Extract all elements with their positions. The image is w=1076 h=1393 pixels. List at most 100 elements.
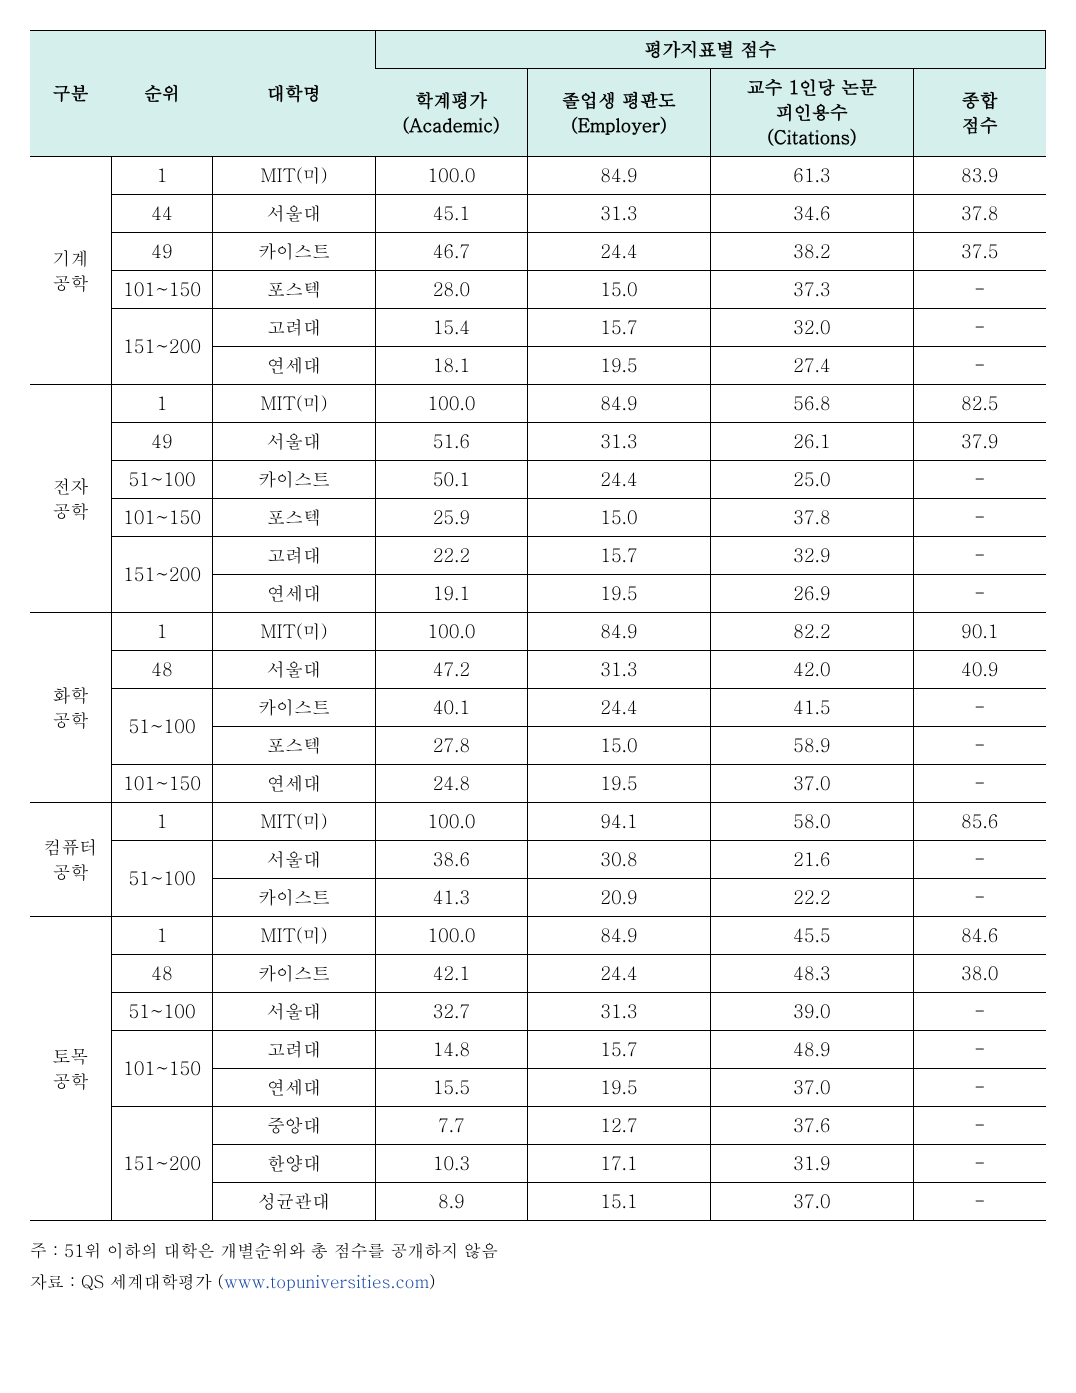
citations-cell: 21.6	[710, 841, 913, 879]
table-row: 49서울대51.631.326.137.9	[30, 423, 1046, 461]
academic-cell: 28.0	[375, 271, 527, 309]
employer-cell: 19.5	[528, 575, 711, 613]
total-cell: 37.8	[913, 195, 1045, 233]
rank-cell: 48	[111, 955, 213, 993]
employer-cell: 24.4	[528, 233, 711, 271]
category-cell: 전자공학	[30, 385, 111, 613]
academic-cell: 22.2	[375, 537, 527, 575]
header-category: 구분	[30, 31, 111, 157]
table-row: 51~100서울대32.731.339.0-	[30, 993, 1046, 1031]
academic-cell: 100.0	[375, 613, 527, 651]
university-cell: 서울대	[213, 993, 375, 1031]
university-cell: 고려대	[213, 309, 375, 347]
total-cell: -	[913, 271, 1045, 309]
employer-cell: 30.8	[528, 841, 711, 879]
academic-cell: 38.6	[375, 841, 527, 879]
citations-cell: 25.0	[710, 461, 913, 499]
table-row: 컴퓨터공학1MIT(미)100.094.158.085.6	[30, 803, 1046, 841]
header-employer: 졸업생 평판도 (Employer)	[528, 69, 711, 157]
total-cell: -	[913, 1145, 1045, 1183]
total-cell: 85.6	[913, 803, 1045, 841]
category-cell: 화학공학	[30, 613, 111, 803]
citations-cell: 45.5	[710, 917, 913, 955]
table-row: 151~200중앙대7.712.737.6-	[30, 1107, 1046, 1145]
citations-cell: 41.5	[710, 689, 913, 727]
employer-cell: 19.5	[528, 347, 711, 385]
citations-cell: 42.0	[710, 651, 913, 689]
table-row: 101~150포스텍28.015.037.3-	[30, 271, 1046, 309]
table-row: 44서울대45.131.334.637.8	[30, 195, 1046, 233]
table-row: 48서울대47.231.342.040.9	[30, 651, 1046, 689]
rank-cell: 101~150	[111, 1031, 213, 1107]
citations-cell: 27.4	[710, 347, 913, 385]
rank-cell: 51~100	[111, 689, 213, 765]
citations-cell: 26.9	[710, 575, 913, 613]
rank-cell: 101~150	[111, 765, 213, 803]
university-cell: 서울대	[213, 195, 375, 233]
total-cell: -	[913, 765, 1045, 803]
university-cell: 카이스트	[213, 689, 375, 727]
employer-cell: 15.0	[528, 271, 711, 309]
academic-cell: 18.1	[375, 347, 527, 385]
citations-cell: 37.0	[710, 1069, 913, 1107]
table-header: 구분 순위 대학명 평가지표별 점수 학계평가 (Academic) 졸업생 평…	[30, 31, 1046, 157]
total-cell: -	[913, 575, 1045, 613]
university-cell: 카이스트	[213, 233, 375, 271]
category-cell: 컴퓨터공학	[30, 803, 111, 917]
footnotes: 주 : 51위 이하의 대학은 개별순위와 총 점수를 공개하지 않음 자료 :…	[30, 1235, 1046, 1296]
rank-cell: 44	[111, 195, 213, 233]
ranking-table: 구분 순위 대학명 평가지표별 점수 학계평가 (Academic) 졸업생 평…	[30, 30, 1046, 1221]
total-cell: -	[913, 1183, 1045, 1221]
employer-cell: 84.9	[528, 157, 711, 195]
employer-cell: 19.5	[528, 1069, 711, 1107]
employer-cell: 12.7	[528, 1107, 711, 1145]
citations-cell: 37.3	[710, 271, 913, 309]
table-body: 기계공학1MIT(미)100.084.961.383.944서울대45.131.…	[30, 157, 1046, 1221]
citations-cell: 48.9	[710, 1031, 913, 1069]
citations-cell: 34.6	[710, 195, 913, 233]
university-cell: 서울대	[213, 651, 375, 689]
university-cell: 서울대	[213, 841, 375, 879]
university-cell: 카이스트	[213, 879, 375, 917]
table-row: 151~200고려대15.415.732.0-	[30, 309, 1046, 347]
citations-cell: 37.0	[710, 1183, 913, 1221]
academic-cell: 46.7	[375, 233, 527, 271]
total-cell: 37.5	[913, 233, 1045, 271]
employer-cell: 15.0	[528, 727, 711, 765]
source-link[interactable]: www.topuniversities.com	[224, 1269, 429, 1293]
university-cell: 연세대	[213, 1069, 375, 1107]
total-cell: 37.9	[913, 423, 1045, 461]
header-scores-super: 평가지표별 점수	[375, 31, 1045, 69]
table-row: 101~150고려대14.815.748.9-	[30, 1031, 1046, 1069]
employer-cell: 24.4	[528, 461, 711, 499]
academic-cell: 100.0	[375, 917, 527, 955]
table-row: 101~150연세대24.819.537.0-	[30, 765, 1046, 803]
employer-cell: 84.9	[528, 385, 711, 423]
table-row: 48카이스트42.124.448.338.0	[30, 955, 1046, 993]
university-cell: MIT(미)	[213, 803, 375, 841]
citations-cell: 58.0	[710, 803, 913, 841]
rank-cell: 1	[111, 803, 213, 841]
table-row: 51~100카이스트40.124.441.5-	[30, 689, 1046, 727]
academic-cell: 8.9	[375, 1183, 527, 1221]
employer-cell: 15.7	[528, 537, 711, 575]
header-academic: 학계평가 (Academic)	[375, 69, 527, 157]
rank-cell: 1	[111, 613, 213, 651]
table-row: 49카이스트46.724.438.237.5	[30, 233, 1046, 271]
employer-cell: 15.7	[528, 1031, 711, 1069]
academic-cell: 50.1	[375, 461, 527, 499]
citations-cell: 56.8	[710, 385, 913, 423]
academic-cell: 51.6	[375, 423, 527, 461]
header-rank: 순위	[111, 31, 213, 157]
university-cell: MIT(미)	[213, 613, 375, 651]
citations-cell: 58.9	[710, 727, 913, 765]
rank-cell: 151~200	[111, 1107, 213, 1221]
university-cell: 포스텍	[213, 271, 375, 309]
employer-cell: 31.3	[528, 993, 711, 1031]
total-cell: -	[913, 347, 1045, 385]
academic-cell: 32.7	[375, 993, 527, 1031]
total-cell: -	[913, 499, 1045, 537]
footnote-note: 주 : 51위 이하의 대학은 개별순위와 총 점수를 공개하지 않음	[30, 1235, 1046, 1266]
table-row: 화학공학1MIT(미)100.084.982.290.1	[30, 613, 1046, 651]
academic-cell: 24.8	[375, 765, 527, 803]
